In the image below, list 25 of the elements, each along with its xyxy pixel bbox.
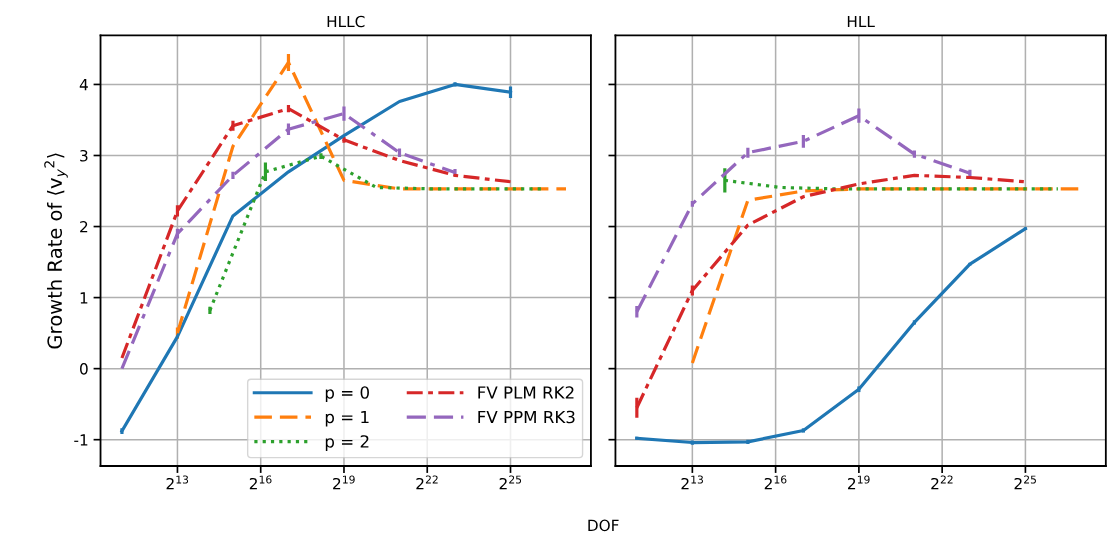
y-tick-label: 2 — [80, 221, 88, 233]
x-tick-label: 2$^{25}$ — [1014, 475, 1036, 490]
x-tick-label: 2$^{25}$ — [499, 475, 522, 490]
y-tick-label: 4 — [79, 79, 88, 91]
x-tick-label: 2$^{13}$ — [166, 475, 189, 490]
y-tick-label: 0 — [80, 363, 88, 375]
legend-label: p = 0 — [325, 386, 369, 403]
y-tick-label: 1 — [80, 292, 88, 304]
x-tick-label: 2$^{16}$ — [249, 475, 272, 490]
x-tick-label: 2$^{22}$ — [931, 475, 953, 490]
x-tick-label: 2$^{22}$ — [416, 475, 438, 490]
y-tick-label: 3 — [80, 149, 88, 162]
x-tick-label: 2$^{19}$ — [848, 475, 870, 490]
x-tick-label: 2$^{13}$ — [681, 475, 703, 490]
x-tick-label: 2$^{16}$ — [764, 475, 787, 490]
chart-title: HLL — [847, 15, 875, 28]
x-axis-title: DOF — [588, 519, 619, 532]
legend-label: p = 2 — [325, 435, 369, 451]
chart-title: HLLC — [327, 15, 365, 28]
y-axis-title: Growth Rate of ⟨v$_{y}$$^{2}$⟩ — [44, 153, 68, 349]
legend-label: p = 1 — [325, 410, 369, 427]
legend-label: FV PPM RK3 — [478, 410, 575, 424]
legend-label: FV PLM RK2 — [478, 386, 574, 399]
y-tick-label: -1 — [74, 434, 88, 446]
x-tick-label: 2$^{19}$ — [333, 475, 355, 490]
